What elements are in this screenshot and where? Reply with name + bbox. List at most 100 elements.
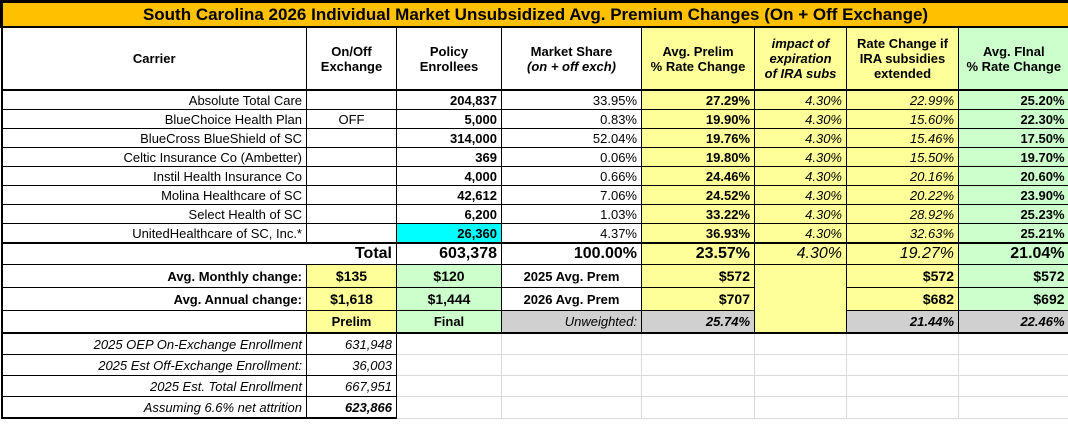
empty-cell (957, 332, 1068, 355)
header-line: On/Off (331, 43, 372, 59)
market-share-cell: 0.83% (501, 109, 642, 129)
table-row: Select Health of SC 6,200 1.03% 33.22% 4… (0, 204, 1068, 224)
policy-enrollees-cell: 204,837 (396, 89, 502, 110)
carrier-name-cell: Molina Healthcare of SC (0, 185, 307, 205)
note-label: 2025 Est. Total Enrollment (0, 375, 307, 397)
rate-if-extended-column-header: Rate Change if IRA subsidies extended (846, 26, 959, 91)
avg-prelim-column-header: Avg. Prelim % Rate Change (641, 26, 755, 91)
unweighted-label: Unweighted: (501, 310, 642, 334)
ira-impact-cell: 4.30% (754, 166, 847, 186)
rate-if-extended-cell: 20.16% (846, 166, 959, 186)
header-line: Rate Change if (856, 36, 948, 51)
header-line: extended (873, 66, 932, 81)
header-line: % Rate Change (650, 58, 746, 74)
total-ira-impact: 4.30% (754, 242, 847, 265)
exchange-cell (306, 204, 397, 224)
title-row: South Carolina 2026 Individual Market Un… (0, 0, 1068, 28)
avg-monthly-change-label: Avg. Monthly change: (0, 264, 307, 288)
unweighted-prelim: 25.74% (641, 310, 755, 334)
table-row: Molina Healthcare of SC 42,612 7.06% 24.… (0, 185, 1068, 205)
policy-enrollees-cell-highlighted: 26,360 (396, 223, 502, 244)
market-share-cell: 1.03% (501, 204, 642, 224)
enrollment-note-row: 2025 Est. Total Enrollment 667,951 (0, 375, 1068, 397)
prelim-tag: Prelim (306, 310, 397, 334)
prelim-rate-cell: 36.93% (641, 223, 755, 244)
exchange-cell (306, 89, 397, 110)
empty-cell (846, 354, 959, 376)
avg-monthly-change-row: Avg. Monthly change: $135 $120 2025 Avg.… (0, 264, 1068, 334)
annual-change-final: $1,444 (396, 287, 502, 311)
header-line: IRA subsidies (859, 51, 946, 66)
ira-impact-cell: 4.30% (754, 185, 847, 205)
header-line: Policy (429, 43, 469, 59)
empty-cell (501, 354, 642, 376)
prelim-rate-cell: 33.22% (641, 204, 755, 224)
enrollment-note-row: 2025 Est Off-Exchange Enrollment: 36,003 (0, 354, 1068, 376)
table-row: Instil Health Insurance Co 4,000 0.66% 2… (0, 166, 1068, 186)
ira-impact-column-header: impact of expiration of IRA subs (754, 26, 847, 91)
annual-change-prelim: $1,618 (306, 287, 397, 311)
empty-cell (957, 354, 1068, 376)
prelim-rate-cell: 24.52% (641, 185, 755, 205)
final-rate-cell: 19.70% (957, 147, 1068, 167)
empty-cell (641, 354, 755, 376)
empty-cell (754, 396, 847, 419)
exchange-cell (306, 166, 397, 186)
prem-2026-extended: $682 (846, 287, 959, 311)
ira-impact-cell: 4.30% (754, 128, 847, 148)
policy-enrollees-column-header: Policy Enrollees (396, 26, 502, 91)
final-rate-cell: 22.30% (957, 109, 1068, 129)
total-enrollees: 603,378 (396, 242, 502, 265)
prem-2026-prelim: $707 (641, 287, 755, 311)
header-row: Carrier On/Off Exchange Policy Enrollees… (0, 26, 1068, 91)
final-rate-cell: 23.90% (957, 185, 1068, 205)
rate-if-extended-cell: 28.92% (846, 204, 959, 224)
header-line: impact of (771, 36, 830, 51)
prelim-rate-cell: 24.46% (641, 166, 755, 186)
carrier-name-cell: Celtic Insurance Co (Ambetter) (0, 147, 307, 167)
table-row: BlueCross BlueShield of SC 314,000 52.04… (0, 128, 1068, 148)
ira-impact-cell: 4.30% (754, 223, 847, 244)
note-label: Assuming 6.6% net attrition (0, 396, 307, 419)
carrier-name-cell: BlueChoice Health Plan (0, 109, 307, 129)
monthly-change-prelim: $135 (306, 264, 397, 288)
header-line: Enrollees (419, 58, 479, 74)
enrollment-note-row: Assuming 6.6% net attrition 623,866 (0, 396, 1068, 419)
empty-cell (641, 332, 755, 355)
avg-final-column-header: Avg. FInal % Rate Change (957, 26, 1068, 91)
ira-impact-blank-cell (754, 264, 847, 334)
empty-cell (396, 396, 502, 419)
total-prelim-rate: 23.57% (641, 242, 755, 265)
header-line: Avg. Prelim (662, 43, 734, 59)
total-market-share: 100.00% (501, 242, 642, 265)
total-label: Total (0, 242, 397, 265)
note-label: 2025 Est Off-Exchange Enrollment: (0, 354, 307, 376)
empty-cell (754, 354, 847, 376)
policy-enrollees-cell: 369 (396, 147, 502, 167)
empty-cell (754, 375, 847, 397)
final-rate-cell: 25.21% (957, 223, 1068, 244)
carrier-name-cell: UnitedHealthcare of SC, Inc.* (0, 223, 307, 244)
enrollment-note-row: 2025 OEP On-Exchange Enrollment 631,948 (0, 332, 1068, 355)
ira-impact-cell: 4.30% (754, 204, 847, 224)
rate-if-extended-cell: 15.60% (846, 109, 959, 129)
final-rate-cell: 20.60% (957, 166, 1068, 186)
avg-annual-change-row: Avg. Annual change: $1,618 $1,444 2026 A… (0, 287, 1068, 311)
exchange-cell (306, 223, 397, 244)
note-value: 36,003 (306, 354, 397, 376)
empty-cell (501, 375, 642, 397)
empty-cell (396, 354, 502, 376)
policy-enrollees-cell: 5,000 (396, 109, 502, 129)
final-rate-cell: 25.23% (957, 204, 1068, 224)
carrier-name-cell: Absolute Total Care (0, 89, 307, 110)
prelim-rate-cell: 19.80% (641, 147, 755, 167)
prem-2025-extended: $572 (846, 264, 959, 288)
prem-2026-label: 2026 Avg. Prem (501, 287, 642, 311)
carrier-name-cell: Instil Health Insurance Co (0, 166, 307, 186)
market-share-cell: 52.04% (501, 128, 642, 148)
empty-cell (641, 396, 755, 419)
carrier-name-cell: BlueCross BlueShield of SC (0, 128, 307, 148)
header-line: of IRA subs (764, 66, 837, 81)
header-line: % Rate Change (966, 58, 1062, 74)
